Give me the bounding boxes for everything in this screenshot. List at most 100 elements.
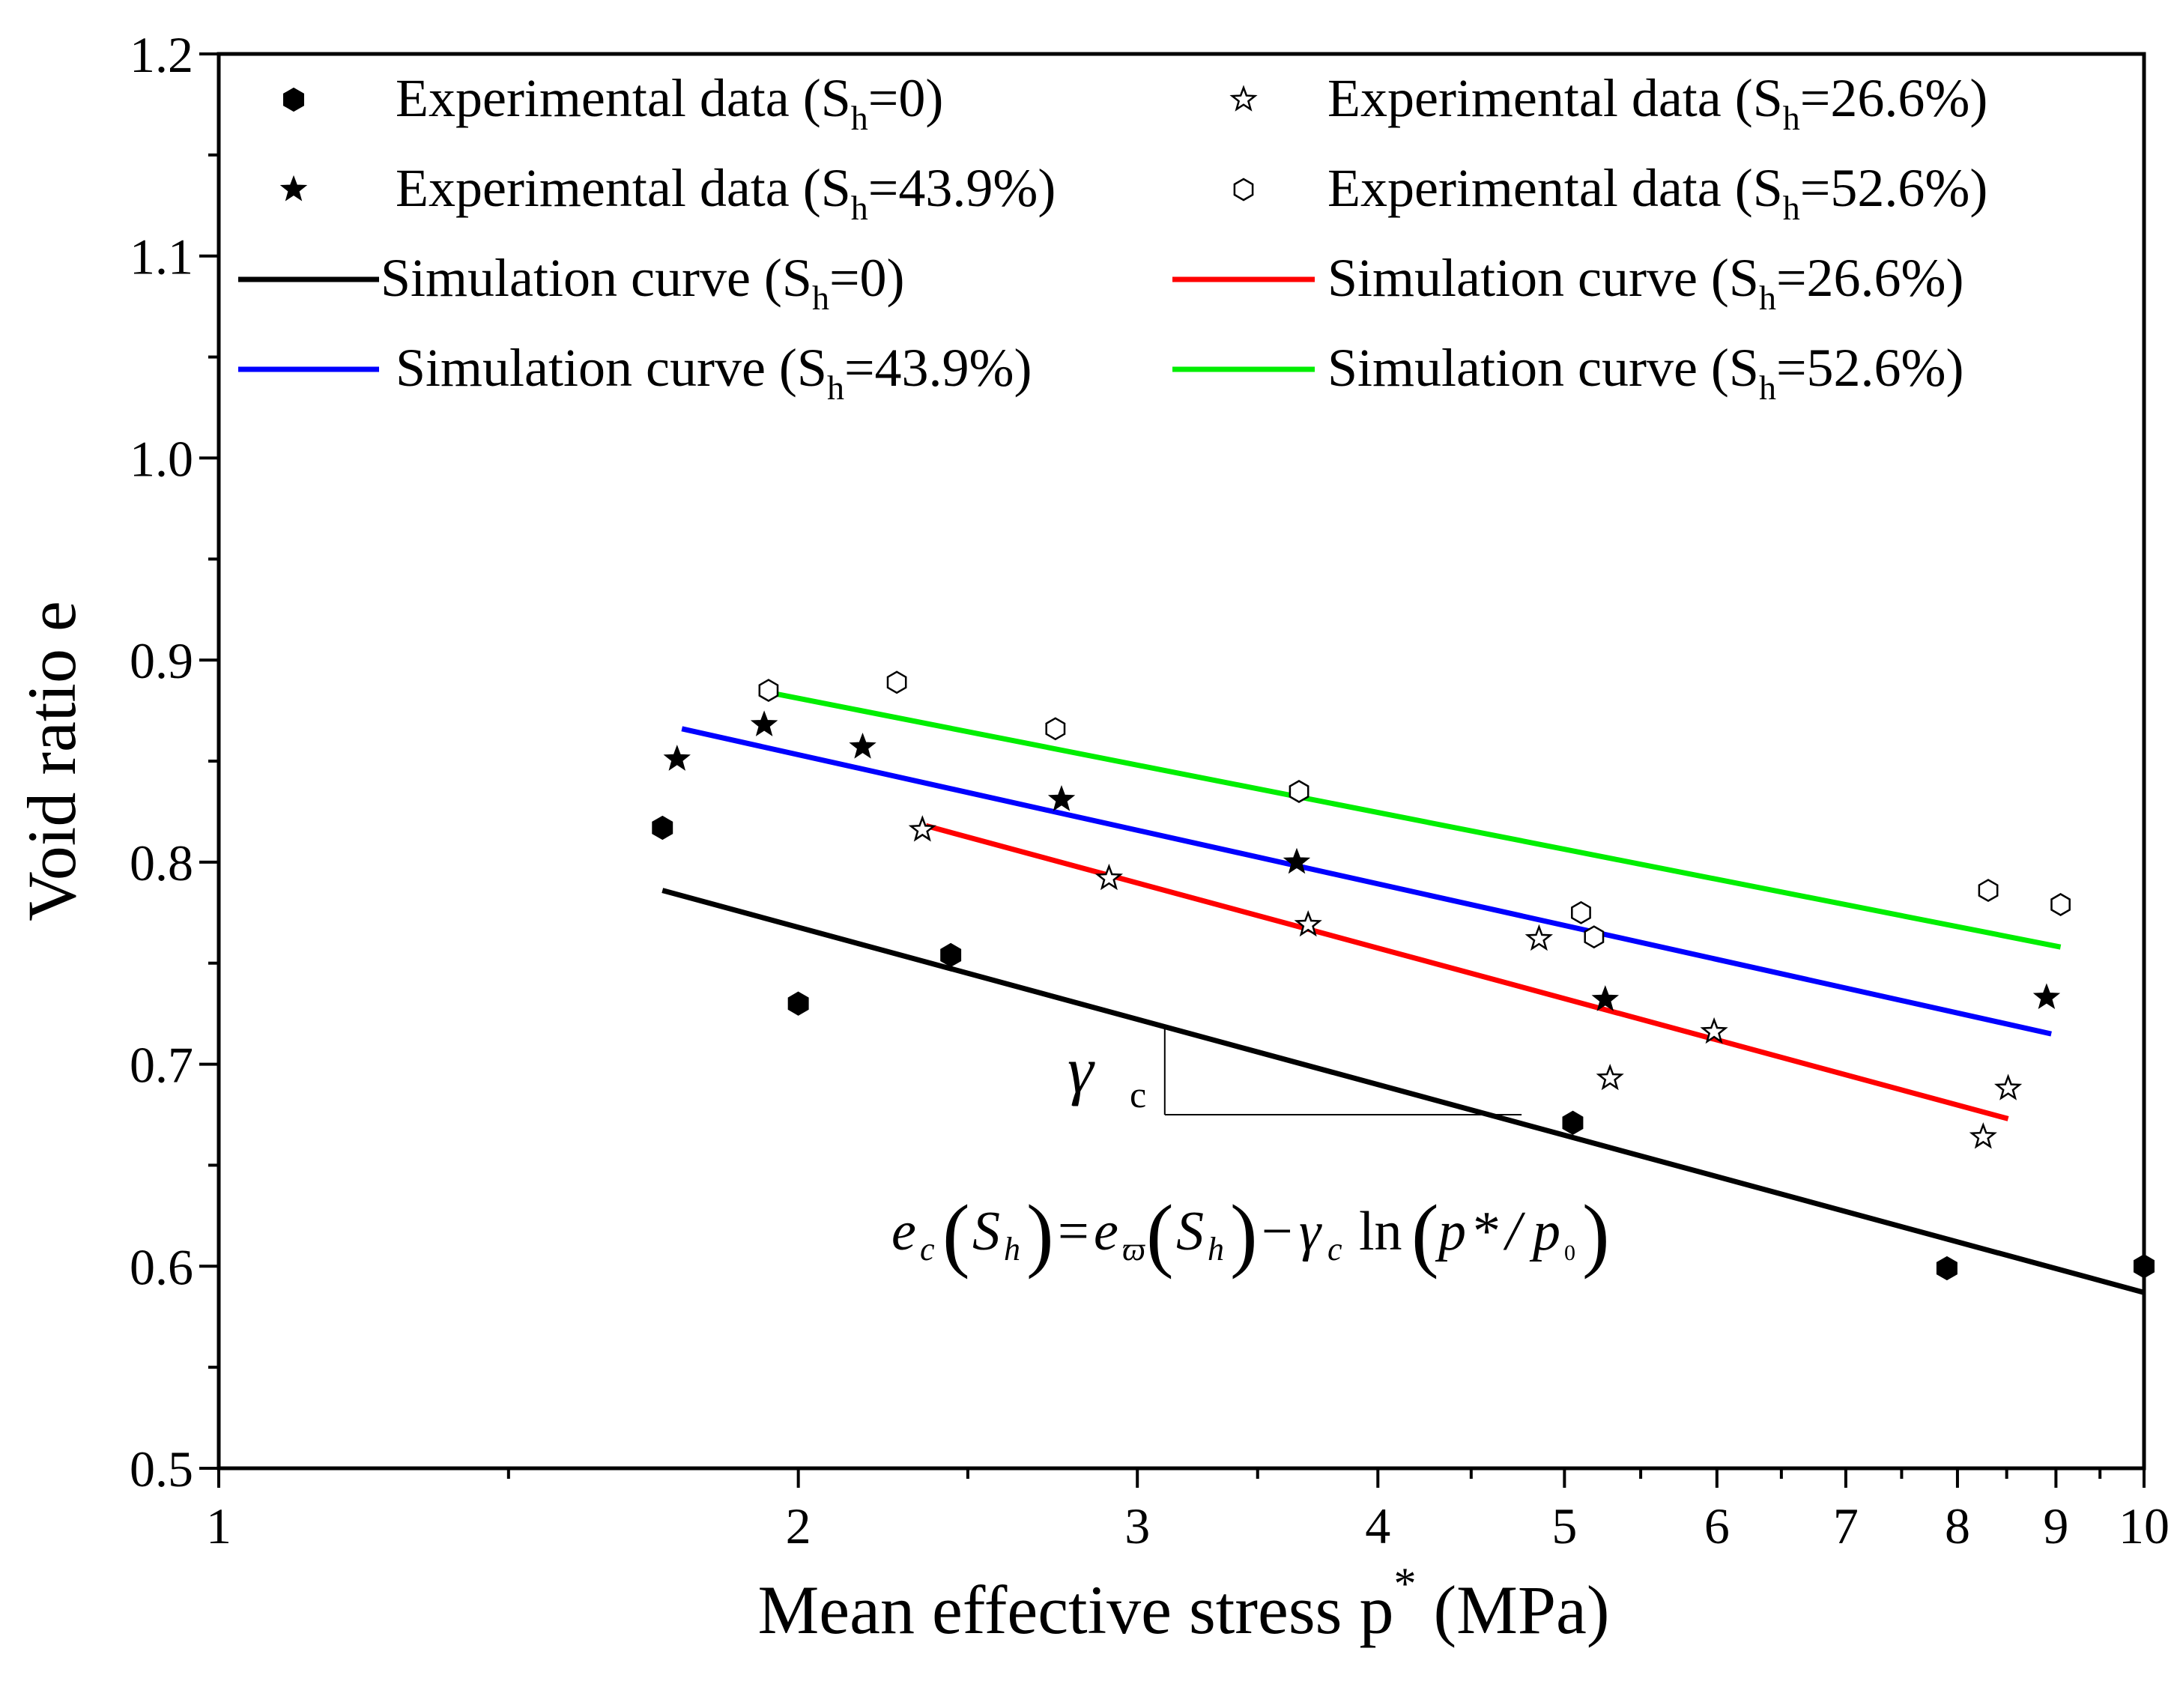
plot-frame: [217, 52, 2146, 1471]
equation-p0: p: [1529, 1201, 1560, 1262]
legend-label-tail: =0): [829, 248, 905, 308]
x-axis-title-unit: (MPa): [1416, 1572, 1609, 1648]
y-tick-label: 0.9: [130, 632, 193, 689]
legend-marker-3: [1233, 178, 1254, 202]
equation-equals: =: [1058, 1201, 1089, 1262]
data-point: [1584, 925, 1605, 949]
equation-gamma: γ: [1299, 1201, 1322, 1262]
legend: Experimental data (Sh=0) Experimental dat…: [238, 68, 1987, 407]
legend-label-4: Simulation curve (Sh=0): [381, 248, 905, 317]
legend-label-main: Experimental data (S: [1327, 158, 1783, 218]
equation-h-sub: h: [1208, 1231, 1224, 1268]
legend-label-tail: =52.6%): [1776, 338, 1964, 398]
equation-minus: −: [1262, 1201, 1293, 1262]
legend-label-main: Simulation curve (S: [381, 248, 812, 308]
tick-labels: 1 2 3 4 5 6 7 8 9 10 0.5 0.6 0.7 0.8 0.9 1.0 1.1 1.2: [130, 26, 2170, 1554]
axis-ticks: [199, 52, 2146, 1488]
x-tick-label: 1: [206, 1497, 231, 1554]
equation-p: p: [1435, 1201, 1466, 1262]
y-tick-label: 0.8: [130, 835, 193, 891]
data-point: [2050, 893, 2071, 916]
data-point: [1289, 780, 1309, 803]
x-tick-label: 3: [1124, 1497, 1150, 1554]
equation-S: S: [972, 1201, 1000, 1262]
equation-paren: (: [942, 1188, 970, 1280]
data-point: [886, 670, 907, 694]
x-tick-label: 7: [1833, 1497, 1859, 1554]
data-point: [1562, 1110, 1584, 1135]
legend-label-7: Simulation curve (Sh=52.6%): [1327, 338, 1964, 407]
x-tick-label: 6: [1704, 1497, 1730, 1554]
y-axis-title: Void ratio e: [13, 601, 90, 921]
x-tick-label: 4: [1365, 1497, 1390, 1554]
legend-label-2: Experimental data (Sh=43.9%): [396, 158, 1056, 227]
equation-ln: ln: [1359, 1201, 1402, 1262]
data-point: [908, 815, 936, 842]
equation-paren: (: [1411, 1188, 1439, 1280]
legend-label-main: Simulation curve (S: [1327, 248, 1759, 308]
legend-label-tail: =26.6%): [1800, 68, 1988, 128]
data-point: [1294, 909, 1322, 937]
y-tick-label: 0.7: [130, 1037, 193, 1094]
experimental-points: [652, 670, 2155, 1281]
x-tick-label: 9: [2043, 1497, 2068, 1554]
legend-label-tail: =52.6%): [1800, 158, 1988, 218]
legend-label-sub: h: [1759, 369, 1776, 407]
legend-label-tail: =43.9%): [844, 338, 1032, 398]
legend-label-main: Experimental data (S: [396, 158, 851, 218]
x-tick-label: 5: [1551, 1497, 1577, 1554]
data-point: [1936, 1256, 1958, 1281]
data-point: [1047, 785, 1076, 811]
legend-label-5: Simulation curve (Sh=26.6%): [1327, 248, 1964, 317]
y-tick-label: 1.2: [130, 26, 193, 83]
data-point: [1094, 863, 1123, 891]
equation-S: S: [1176, 1201, 1204, 1262]
legend-label-tail: =43.9%): [868, 158, 1056, 218]
data-point: [758, 679, 779, 703]
legend-marker-1: [1229, 85, 1258, 112]
data-point: [787, 991, 809, 1016]
legend-label-main: Simulation curve (S: [396, 338, 827, 398]
simulation-curves: [661, 689, 2145, 1295]
legend-label-sub: h: [812, 279, 829, 317]
data-point: [1524, 924, 1554, 951]
legend-label-main: Simulation curve (S: [1327, 338, 1759, 398]
x-axis-title-main: Mean effective stress p: [757, 1572, 1393, 1648]
data-point: [1969, 1122, 1997, 1149]
equation-paren: ): [1230, 1188, 1258, 1280]
equation-paren: ): [1026, 1188, 1054, 1280]
legend-label-sub: h: [851, 189, 868, 227]
legend-label-sub: h: [851, 99, 868, 137]
legend-label-3: Experimental data (Sh=52.6%): [1327, 158, 1987, 227]
y-tick-label: 1.1: [130, 228, 193, 285]
data-point: [1571, 900, 1591, 924]
data-point: [849, 732, 876, 759]
simulation-curve-6: [681, 726, 2052, 1037]
legend-marker-2: [279, 175, 308, 202]
data-point: [940, 942, 962, 968]
legend-label-6: Simulation curve (Sh=43.9%): [396, 338, 1032, 407]
legend-label-sub: h: [1783, 189, 1800, 227]
data-point: [750, 710, 778, 736]
equation-paren: (: [1146, 1188, 1174, 1280]
data-point: [663, 745, 691, 771]
x-axis-title-sup: *: [1393, 1559, 1416, 1608]
legend-marker-0: [283, 87, 304, 112]
legend-label-main: Experimental data (S: [396, 68, 851, 128]
legend-label-1: Experimental data (Sh=26.6%): [1327, 68, 1987, 137]
equation-varpi-sub: ϖ: [1122, 1231, 1145, 1268]
data-point: [1700, 1017, 1728, 1044]
x-tick-label: 2: [786, 1497, 811, 1554]
equation-c-sub: c: [920, 1231, 935, 1268]
data-point: [1978, 879, 1999, 903]
y-tick-label: 1.0: [130, 430, 193, 487]
y-tick-label: 0.5: [130, 1441, 193, 1497]
y-tick-label: 0.6: [130, 1238, 193, 1295]
slope-gamma-subscript: c: [1130, 1073, 1146, 1115]
equation-gamma-sub: c: [1327, 1231, 1342, 1268]
x-axis-title: Mean effective stress p* (MPa): [757, 1559, 1609, 1648]
